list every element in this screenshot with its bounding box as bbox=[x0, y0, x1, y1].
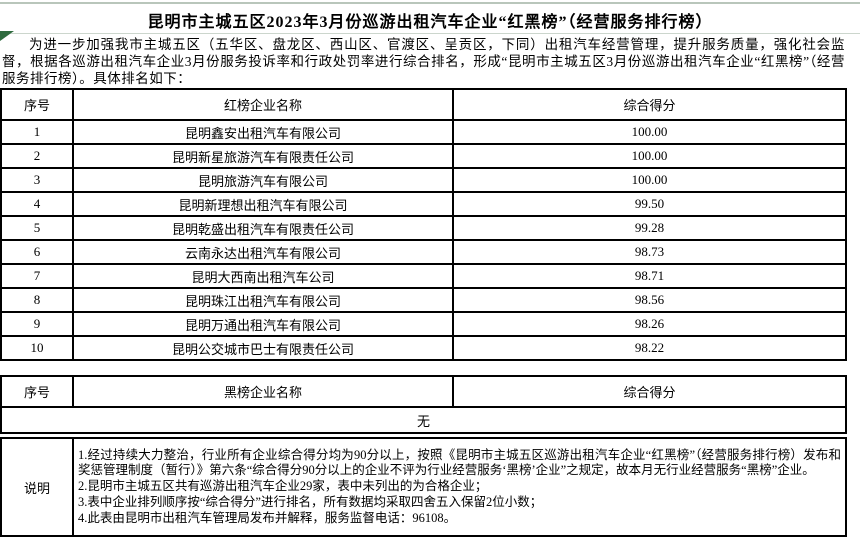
score-cell: 98.26 bbox=[452, 311, 847, 337]
table-row: 9 昆明万通出租汽车有限公司 98.26 bbox=[0, 311, 847, 337]
note-item: 2.昆明市主城五区共有巡游出租汽车企业29家，表中未列出的为合格企业； bbox=[78, 479, 488, 494]
company-cell: 云南永达出租汽车有限公司 bbox=[72, 239, 454, 265]
notes-table: 说明 1.经过持续大力整治，行业所有企业综合得分均为90分以上，按照《昆明市主城… bbox=[0, 437, 847, 537]
score-cell: 99.50 bbox=[452, 191, 847, 217]
black-header-rank: 序号 bbox=[0, 375, 74, 408]
rank-cell: 1 bbox=[0, 119, 74, 145]
green-corner-marker-icon bbox=[0, 31, 14, 41]
page-title: 昆明市主城五区2023年3月份巡游出租汽车企业“红黑榜”（经营服务排行榜） bbox=[147, 14, 713, 31]
black-list-table: 序号 黑榜企业名称 综合得分 无 bbox=[0, 375, 847, 434]
note-item: 4.此表由昆明市出租汽车管理局发布并解释，服务监督电话：96108。 bbox=[78, 510, 457, 525]
rank-cell: 4 bbox=[0, 191, 74, 217]
score-cell: 98.56 bbox=[452, 287, 847, 313]
table-row: 6 云南永达出租汽车有限公司 98.73 bbox=[0, 239, 847, 265]
company-cell: 昆明乾盛出租汽车有限责任公司 bbox=[72, 215, 454, 241]
rank-cell: 10 bbox=[0, 335, 74, 361]
table-row: 7 昆明大西南出租汽车公司 98.71 bbox=[0, 263, 847, 289]
company-cell: 昆明新理想出租汽车有限公司 bbox=[72, 191, 454, 217]
company-cell: 昆明旅游汽车有限公司 bbox=[72, 167, 454, 193]
table-row: 10 昆明公交城市巴士有限责任公司 98.22 bbox=[0, 335, 847, 361]
company-cell: 昆明珠江出租汽车有限公司 bbox=[72, 287, 454, 313]
red-header-rank: 序号 bbox=[0, 88, 74, 121]
table-row: 2 昆明新星旅游汽车有限责任公司 100.00 bbox=[0, 143, 847, 169]
notes-content: 1.经过持续大力整治，行业所有企业综合得分均为90分以上，按照《昆明市主城五区巡… bbox=[72, 437, 847, 537]
notes-row: 说明 1.经过持续大力整治，行业所有企业综合得分均为90分以上，按照《昆明市主城… bbox=[0, 437, 847, 537]
score-cell: 100.00 bbox=[452, 167, 847, 193]
rank-cell: 3 bbox=[0, 167, 74, 193]
company-cell: 昆明新星旅游汽车有限责任公司 bbox=[72, 143, 454, 169]
title-divider bbox=[0, 33, 860, 34]
rank-cell: 5 bbox=[0, 215, 74, 241]
black-table-header-row: 序号 黑榜企业名称 综合得分 bbox=[0, 375, 847, 408]
red-header-company: 红榜企业名称 bbox=[72, 88, 454, 121]
score-cell: 100.00 bbox=[452, 119, 847, 145]
empty-value: 无 bbox=[0, 406, 847, 434]
rank-cell: 7 bbox=[0, 263, 74, 289]
table-row: 8 昆明珠江出租汽车有限公司 98.56 bbox=[0, 287, 847, 313]
score-cell: 98.73 bbox=[452, 239, 847, 265]
rank-cell: 2 bbox=[0, 143, 74, 169]
table-row: 4 昆明新理想出租汽车有限公司 99.50 bbox=[0, 191, 847, 217]
table-row: 5 昆明乾盛出租汽车有限责任公司 99.28 bbox=[0, 215, 847, 241]
black-header-score: 综合得分 bbox=[452, 375, 847, 408]
black-table-empty-row: 无 bbox=[0, 406, 847, 434]
red-header-score: 综合得分 bbox=[452, 88, 847, 121]
score-cell: 100.00 bbox=[452, 143, 847, 169]
table-row: 1 昆明鑫安出租汽车有限公司 100.00 bbox=[0, 119, 847, 145]
score-cell: 98.71 bbox=[452, 263, 847, 289]
red-table-header-row: 序号 红榜企业名称 综合得分 bbox=[0, 88, 847, 121]
table-row: 3 昆明旅游汽车有限公司 100.00 bbox=[0, 167, 847, 193]
notes-label: 说明 bbox=[0, 437, 74, 537]
company-cell: 昆明万通出租汽车有限公司 bbox=[72, 311, 454, 337]
score-cell: 99.28 bbox=[452, 215, 847, 241]
rank-cell: 9 bbox=[0, 311, 74, 337]
rank-cell: 8 bbox=[0, 287, 74, 313]
company-cell: 昆明大西南出租汽车公司 bbox=[72, 263, 454, 289]
rank-cell: 6 bbox=[0, 239, 74, 265]
intro-paragraph: 为进一步加强我市主城五区（五华区、盘龙区、西山区、官渡区、呈贡区，下同）出租汽车… bbox=[2, 37, 845, 86]
top-accent-line bbox=[0, 2, 860, 4]
score-cell: 98.22 bbox=[452, 335, 847, 361]
black-header-company: 黑榜企业名称 bbox=[72, 375, 454, 408]
note-item: 3.表中企业排列顺序按“综合得分”进行排名，所有数据均采取四舍五入保留2位小数； bbox=[78, 494, 543, 509]
company-cell: 昆明鑫安出租汽车有限公司 bbox=[72, 119, 454, 145]
red-list-table: 序号 红榜企业名称 综合得分 1 昆明鑫安出租汽车有限公司 100.00 2 昆… bbox=[0, 88, 847, 361]
company-cell: 昆明公交城市巴士有限责任公司 bbox=[72, 335, 454, 361]
note-item: 1.经过持续大力整治，行业所有企业综合得分均为90分以上，按照《昆明市主城五区巡… bbox=[78, 447, 841, 478]
